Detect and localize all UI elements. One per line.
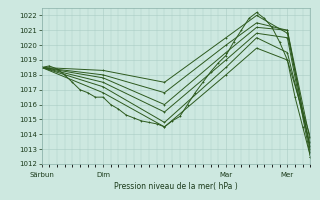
X-axis label: Pression niveau de la mer( hPa ): Pression niveau de la mer( hPa ) [114,182,238,191]
